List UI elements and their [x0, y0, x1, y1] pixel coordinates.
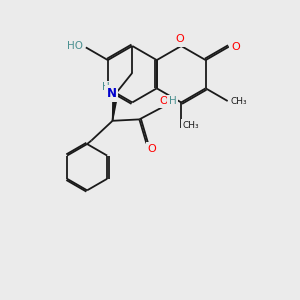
Text: H: H [169, 96, 177, 106]
Text: CH₃: CH₃ [230, 97, 247, 106]
Text: O: O [160, 96, 168, 106]
Text: O: O [147, 144, 156, 154]
Text: HO: HO [68, 41, 83, 51]
Text: N: N [107, 87, 117, 100]
Text: O: O [231, 42, 240, 52]
Text: H: H [102, 82, 110, 92]
Text: CH₃: CH₃ [182, 121, 199, 130]
Polygon shape [112, 94, 118, 121]
Text: O: O [175, 34, 184, 44]
